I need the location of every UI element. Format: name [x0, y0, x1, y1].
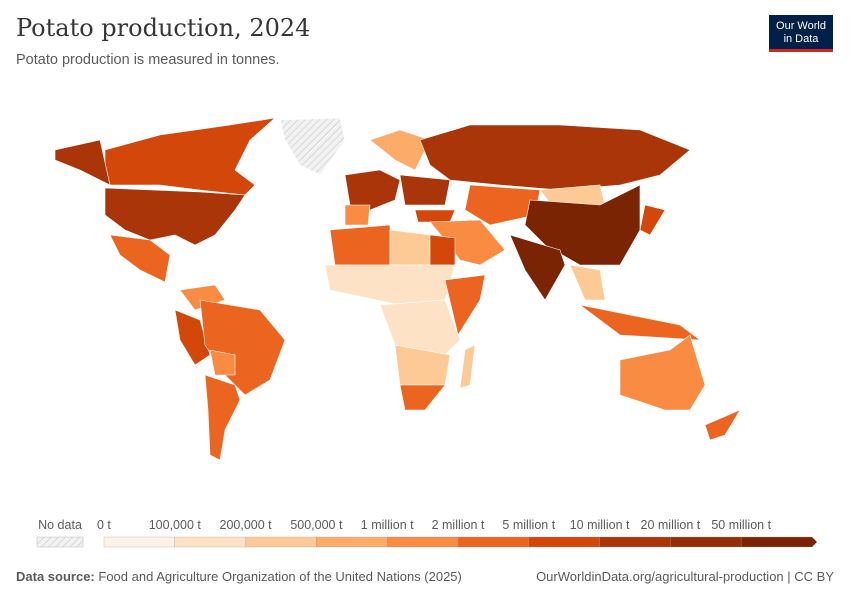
legend-bin-swatch[interactable]: [599, 536, 671, 548]
india[interactable]: [509, 234, 566, 301]
legend-bin-swatch[interactable]: [387, 536, 459, 548]
legend-bin-swatch[interactable]: [174, 536, 246, 548]
legend-bin-swatch[interactable]: [670, 536, 742, 548]
spain[interactable]: [344, 204, 371, 226]
legend-bin-swatch[interactable]: [103, 536, 175, 548]
central-africa[interactable]: [379, 299, 461, 361]
world-map: [54, 117, 741, 461]
mexico[interactable]: [109, 234, 171, 283]
legend-bin-swatch[interactable]: [741, 536, 818, 548]
bolivia[interactable]: [209, 349, 236, 376]
western-europe[interactable]: [344, 169, 401, 211]
legend-bin-label: 2 million t: [432, 518, 485, 532]
scandinavia[interactable]: [369, 129, 431, 171]
madagascar[interactable]: [459, 344, 476, 389]
legend-bin-label: 10 million t: [570, 518, 630, 532]
south-africa[interactable]: [399, 384, 446, 411]
turkey[interactable]: [414, 209, 456, 223]
legend-bin-swatch[interactable]: [316, 536, 388, 548]
owid-logo[interactable]: Our World in Data: [769, 15, 833, 52]
eastern-europe[interactable]: [399, 174, 451, 206]
egypt[interactable]: [429, 234, 456, 266]
japan[interactable]: [639, 204, 666, 236]
usa[interactable]: [104, 187, 246, 246]
canada[interactable]: [104, 117, 276, 196]
legend-bin-label: 0 t: [97, 518, 111, 532]
source-url[interactable]: OurWorldinData.org/agricultural-producti…: [536, 569, 834, 584]
australia[interactable]: [619, 334, 706, 411]
indonesia[interactable]: [579, 304, 701, 341]
legend-bin-label: 200,000 t: [220, 518, 273, 532]
east-africa[interactable]: [444, 274, 486, 336]
legend: No data 0 t 100,000 t 200,000 t 500,000 t 1 …: [36, 518, 818, 548]
legend-bin-label: 5 million t: [502, 518, 555, 532]
legend-bin-label: 1 million t: [361, 518, 414, 532]
page-title: Potato production, 2024: [16, 14, 311, 42]
sahel[interactable]: [324, 264, 456, 306]
central-asia[interactable]: [464, 184, 541, 226]
legend-bin-label: 100,000 t: [149, 518, 202, 532]
legend-no-data-label: No data: [38, 518, 82, 532]
legend-bin-label: 50 million t: [711, 518, 771, 532]
alaska[interactable]: [54, 139, 111, 186]
greenland[interactable]: [279, 117, 346, 176]
argentina[interactable]: [204, 374, 241, 461]
subtitle: Potato production is measured in tonnes.: [16, 52, 280, 68]
new-zealand[interactable]: [704, 409, 741, 441]
legend-bin-label: 500,000 t: [290, 518, 343, 532]
legend-bin-swatch[interactable]: [457, 536, 529, 548]
legend-no-data-swatch: [36, 536, 84, 548]
russia[interactable]: [419, 124, 691, 191]
north-africa[interactable]: [329, 224, 391, 266]
brazil[interactable]: [199, 299, 286, 396]
china[interactable]: [524, 184, 641, 266]
libya[interactable]: [389, 229, 431, 266]
legend-bin-swatch[interactable]: [528, 536, 600, 548]
legend-bin-swatch[interactable]: [245, 536, 317, 548]
data-source: Data source: Food and Agriculture Organi…: [16, 569, 462, 584]
peru[interactable]: [174, 309, 211, 366]
southeast-asia[interactable]: [569, 264, 606, 301]
legend-bin-label: 20 million t: [641, 518, 701, 532]
